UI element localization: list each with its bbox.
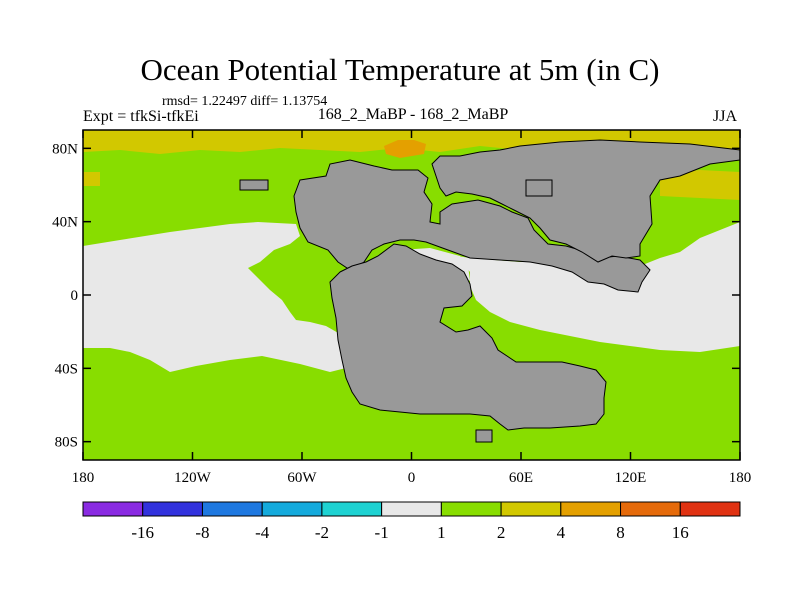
- lon-tick-label: 180: [729, 470, 752, 486]
- colorbar-box: [82, 501, 144, 517]
- colorbar-label: -8: [195, 523, 209, 542]
- arctic-warm-patch-left: [83, 172, 100, 186]
- land-arctic-islands: [239, 179, 553, 197]
- land-eurasia-north: [431, 139, 740, 263]
- lat-tick-label: 80S: [55, 435, 78, 451]
- lon-tick-label: 60E: [509, 470, 533, 486]
- colorbar-label: 16: [672, 523, 689, 542]
- tropical-tethys-indian-neutral: [430, 222, 740, 352]
- case-label: 168_2_MaBP - 168_2_MaBP: [317, 106, 509, 123]
- lat-tick-label: 80N: [52, 141, 78, 157]
- lon-tick-label: 120E: [615, 470, 647, 486]
- southern-pacific-neutral-strip: [83, 328, 180, 352]
- lon-tick-label: 120W: [174, 470, 212, 486]
- colorbar-box: [142, 501, 203, 517]
- lon-tick-label: 60W: [287, 470, 317, 486]
- colorbar-box: [381, 501, 442, 517]
- land-island-small: [475, 429, 493, 443]
- lon-tick-label: 180: [72, 470, 95, 486]
- colorbar-box: [500, 501, 562, 517]
- colorbar: -16 -8 -4 -2 -1 1 2 4 8 16: [82, 501, 741, 542]
- colorbar-label: -4: [255, 523, 270, 542]
- longitude-axis: 180 120W 60W 0 60E 120E 180: [72, 130, 752, 486]
- colorbar-label: 8: [616, 523, 625, 542]
- colorbar-box: [261, 501, 323, 517]
- rmsd-diff-stats: rmsd= 1.22497 diff= 1.13754: [162, 94, 328, 109]
- arctic-warm-patch-right: [660, 170, 740, 200]
- colorbar-box: [440, 501, 502, 517]
- land-north-america-laurasia: [293, 159, 651, 293]
- colorbar-box: [560, 501, 622, 517]
- colorbar-box: [321, 501, 383, 517]
- colorbar-box: [620, 501, 681, 517]
- colorbar-label: -16: [131, 523, 154, 542]
- experiment-label: Expt = tfkSi-tfkEi: [83, 108, 199, 125]
- colorbar-label: -2: [315, 523, 329, 542]
- colorbar-label: 1: [437, 523, 446, 542]
- colorbar-label: -1: [375, 523, 389, 542]
- latitude-axis: 80N 40N 0 40S 80S: [52, 141, 740, 451]
- colorbar-label: 2: [497, 523, 506, 542]
- colorbar-box: [679, 501, 741, 517]
- lat-tick-label: 0: [71, 288, 79, 304]
- map-field: [83, 130, 740, 460]
- plot-title: Ocean Potential Temperature at 5m (in C): [140, 52, 660, 87]
- lat-tick-label: 40N: [52, 215, 78, 231]
- season-label: JJA: [713, 108, 738, 125]
- land-gondwana-africa-southamerica: [329, 243, 607, 431]
- colorbar-label: 4: [557, 523, 566, 542]
- colorbar-box: [201, 501, 263, 517]
- arctic-hot-patch: [384, 140, 426, 158]
- lat-tick-label: 40S: [55, 361, 78, 377]
- lon-tick-label: 0: [408, 470, 416, 486]
